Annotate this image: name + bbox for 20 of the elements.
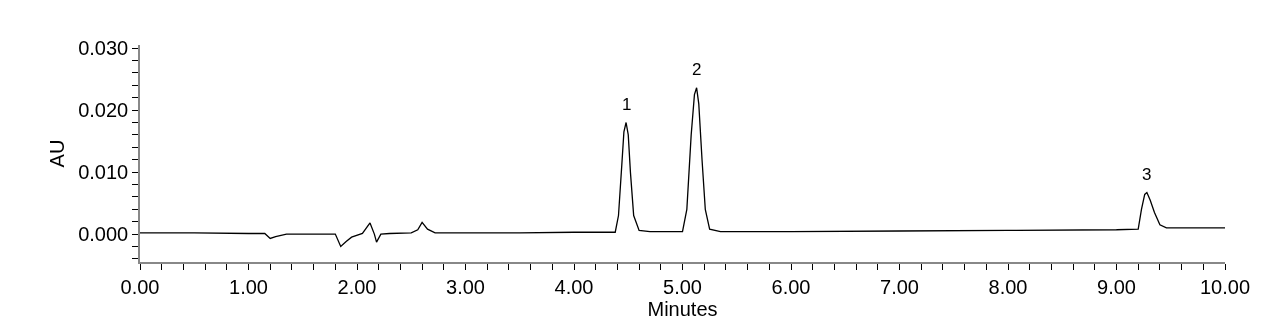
x-tick-label: 8.00	[988, 275, 1028, 298]
annotation: 1	[622, 95, 632, 114]
annotation: 2	[692, 60, 702, 79]
x-tick-label: 9.00	[1097, 275, 1136, 298]
x-tick-label: 1.00	[229, 275, 268, 298]
x-tick-label: 4.00	[554, 275, 594, 298]
y-tick-label: 0.000	[78, 223, 129, 246]
x-tick-label: 10.00	[1199, 275, 1251, 298]
y-axis-title: AU	[46, 139, 69, 168]
annotation: 3	[1142, 165, 1152, 184]
y-tick-label: 0.010	[78, 161, 129, 184]
x-tick-label: 2.00	[337, 275, 377, 298]
x-tick-label: 5.00	[663, 275, 702, 298]
x-tick-label: 7.00	[880, 275, 919, 298]
y-tick-label: 0.020	[78, 99, 129, 122]
x-axis-title: Minutes	[647, 297, 718, 320]
y-tick-label: 0.030	[78, 37, 129, 60]
x-tick-label: 3.00	[446, 275, 485, 298]
x-tick-label: 0.00	[120, 275, 160, 298]
x-tick-label: 6.00	[771, 275, 811, 298]
